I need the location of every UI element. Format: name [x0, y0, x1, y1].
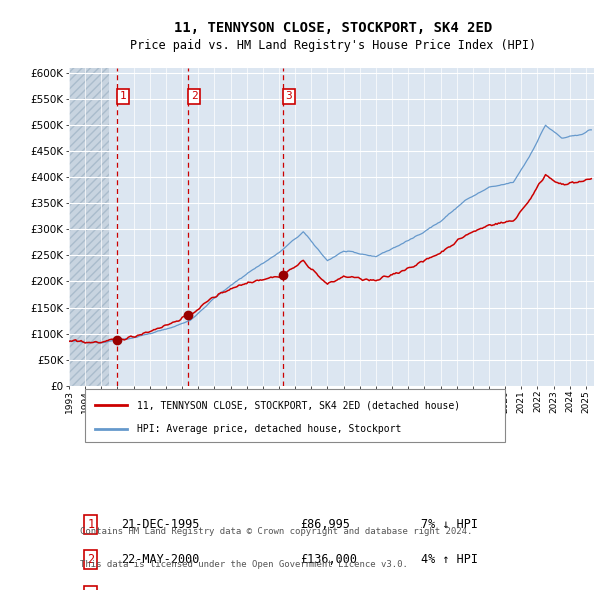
Text: £136,000: £136,000	[300, 553, 357, 566]
Text: 3: 3	[286, 91, 292, 101]
Text: 1: 1	[88, 518, 95, 531]
Text: 11, TENNYSON CLOSE, STOCKPORT, SK4 2ED (detached house): 11, TENNYSON CLOSE, STOCKPORT, SK4 2ED (…	[137, 401, 460, 410]
Text: 4% ↑ HPI: 4% ↑ HPI	[421, 553, 478, 566]
Bar	[69, 68, 109, 386]
Text: 11, TENNYSON CLOSE, STOCKPORT, SK4 2ED: 11, TENNYSON CLOSE, STOCKPORT, SK4 2ED	[174, 21, 492, 35]
Text: 31-MAR-2006: 31-MAR-2006	[121, 588, 200, 590]
Bar	[85, 389, 505, 442]
Text: 7% ↓ HPI: 7% ↓ HPI	[421, 518, 478, 531]
Text: £86,995: £86,995	[300, 518, 350, 531]
Text: £212,000: £212,000	[300, 588, 357, 590]
Text: 22-MAY-2000: 22-MAY-2000	[121, 553, 200, 566]
Text: 2: 2	[88, 553, 95, 566]
Text: This data is licensed under the Open Government Licence v3.0.: This data is licensed under the Open Gov…	[79, 560, 407, 569]
Text: 19% ↓ HPI: 19% ↓ HPI	[421, 588, 485, 590]
Text: Price paid vs. HM Land Registry's House Price Index (HPI): Price paid vs. HM Land Registry's House …	[130, 39, 536, 52]
Text: 3: 3	[88, 588, 95, 590]
Text: 1: 1	[119, 91, 126, 101]
Text: Contains HM Land Registry data © Crown copyright and database right 2024.: Contains HM Land Registry data © Crown c…	[79, 527, 472, 536]
Bar	[69, 68, 109, 386]
Text: 21-DEC-1995: 21-DEC-1995	[121, 518, 200, 531]
Text: HPI: Average price, detached house, Stockport: HPI: Average price, detached house, Stoc…	[137, 424, 401, 434]
Text: 2: 2	[191, 91, 197, 101]
